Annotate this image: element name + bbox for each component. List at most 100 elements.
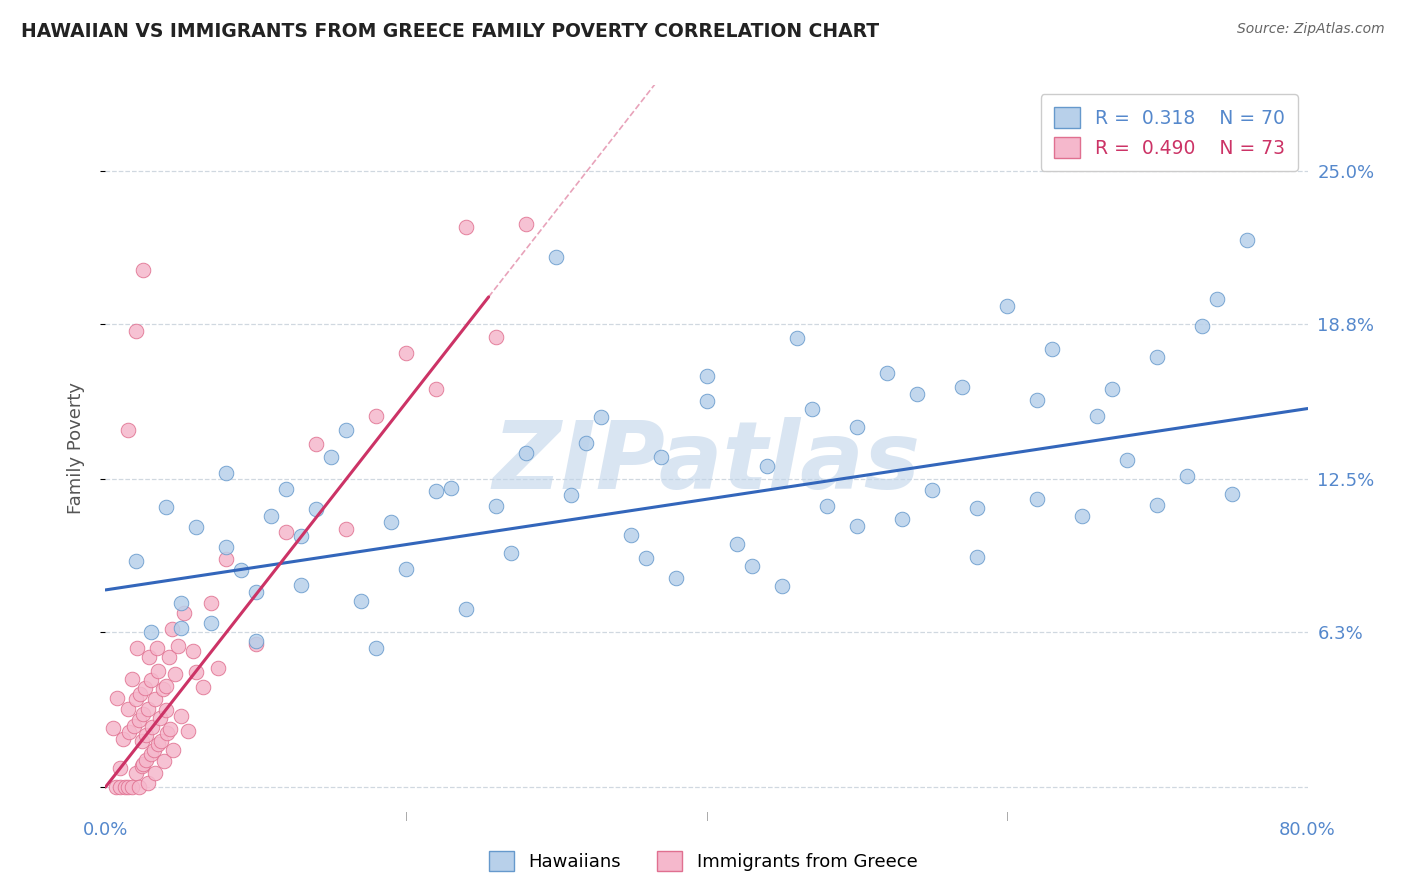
Point [134,681,156,695]
Point [890,512,912,526]
Point [101,721,124,735]
Point [200,616,222,631]
Point [485,329,508,343]
Point [950,380,973,394]
Point [290,578,312,592]
Point [335,424,357,438]
Point [1026,393,1049,408]
Point [128,713,150,727]
Point [153,755,176,769]
Point [143,766,166,780]
Point [214,540,236,554]
Legend: Hawaiians, Immigrants from Greece: Hawaiians, Immigrants from Greece [481,844,925,879]
Point [107,690,129,705]
Text: Source: ZipAtlas.com: Source: ZipAtlas.com [1237,22,1385,37]
Point [121,780,143,794]
Point [214,467,236,481]
Point [169,621,191,635]
Point [146,738,169,752]
Point [191,680,214,694]
Point [1146,498,1168,512]
Point [260,508,283,523]
Point [815,499,838,513]
Point [124,692,146,706]
Point [1222,487,1244,501]
Point [876,367,898,381]
Point [591,409,613,424]
Point [155,500,177,514]
Point [155,679,177,693]
Point [786,331,808,345]
Point [1040,342,1063,356]
Point [770,579,793,593]
Point [1206,292,1229,306]
Point [162,743,184,757]
Point [163,667,186,681]
Point [995,299,1018,313]
Point [173,606,195,620]
Point [129,687,152,701]
Point [696,369,718,384]
Point [152,682,174,697]
Point [1085,409,1108,423]
Point [184,665,207,679]
Point [1175,469,1198,483]
Point [124,554,146,568]
Point [118,724,141,739]
Point [636,550,658,565]
Point [121,672,143,686]
Point [135,728,157,742]
Point [214,552,236,566]
Point [454,220,477,235]
Point [132,262,155,277]
Point [395,562,418,576]
Point [124,324,146,338]
Point [800,402,823,417]
Point [245,585,267,599]
Text: HAWAIIAN VS IMMIGRANTS FROM GREECE FAMILY POVERTY CORRELATION CHART: HAWAIIAN VS IMMIGRANTS FROM GREECE FAMIL… [21,22,879,41]
Point [305,437,328,451]
Point [425,382,447,396]
Point [319,450,342,465]
Point [665,571,688,585]
Point [139,625,162,640]
Point [128,780,150,794]
Point [1116,453,1139,467]
Point [136,775,159,789]
Point [966,500,988,515]
Point [132,707,155,722]
Point [515,217,537,231]
Point [131,734,153,748]
Point [146,664,169,678]
Point [148,711,170,725]
Point [156,726,179,740]
Point [1071,509,1094,524]
Point [138,650,160,665]
Point [440,482,463,496]
Point [1146,351,1168,365]
Point [117,702,139,716]
Point [274,482,297,496]
Point [1191,318,1213,333]
Point [364,640,387,655]
Point [184,520,207,534]
Point [169,596,191,610]
Point [131,758,153,772]
Point [650,450,672,464]
Point [117,780,139,794]
Point [142,743,165,757]
Point [110,780,132,794]
Point [425,483,447,498]
Point [139,673,162,687]
Text: ZIPatlas: ZIPatlas [492,417,921,508]
Point [755,458,778,473]
Point [1101,382,1123,396]
Point [905,386,928,401]
Point [274,524,297,539]
Point [141,721,163,735]
Point [485,500,508,514]
Point [166,639,188,653]
Point [966,549,988,564]
Point [143,692,166,706]
Point [560,488,582,502]
